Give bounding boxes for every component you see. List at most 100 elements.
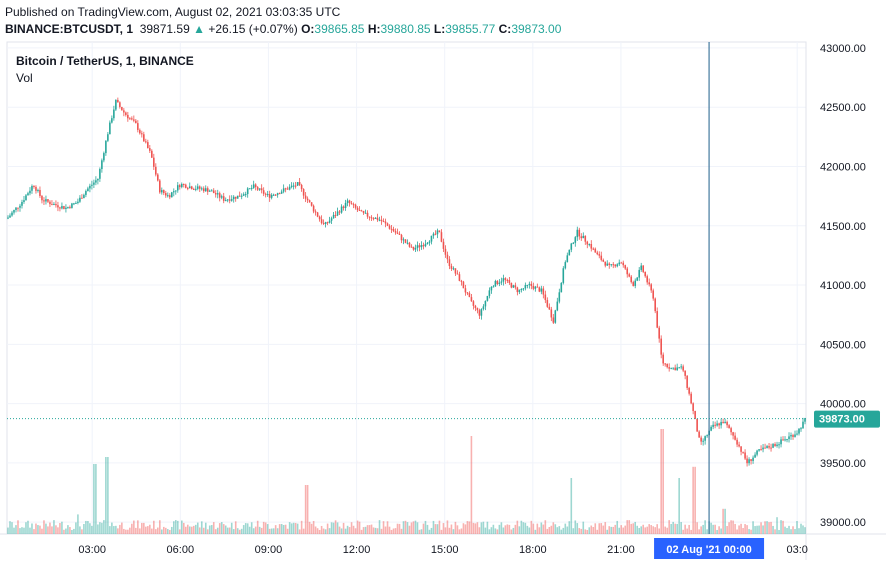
- candle-body: [550, 309, 553, 318]
- candle-body: [35, 186, 37, 191]
- volume-bar: [57, 527, 59, 534]
- volume-bar: [734, 523, 736, 534]
- candle-body: [192, 189, 195, 191]
- volume-bar: [700, 526, 702, 534]
- candle-body: [170, 192, 173, 198]
- volume-bar: [790, 529, 792, 534]
- volume-bar: [184, 526, 187, 534]
- candle-body: [466, 292, 469, 294]
- candle-body: [228, 199, 231, 201]
- candle-body: [560, 282, 563, 293]
- candle-body: [464, 288, 467, 293]
- volume-bar: [474, 523, 477, 534]
- volume-bar: [141, 522, 143, 534]
- candle-body: [25, 195, 27, 201]
- x-tick-label: 15:00: [431, 544, 459, 556]
- candle-body: [628, 274, 631, 277]
- volume-bar: [49, 522, 51, 534]
- volume-bar: [176, 520, 179, 534]
- volume-legend[interactable]: Vol: [16, 71, 33, 85]
- candle-body: [652, 290, 654, 299]
- last-price-badge: [814, 410, 880, 428]
- candle-body: [458, 274, 461, 281]
- candle-body: [548, 306, 551, 310]
- candle-body: [368, 216, 371, 218]
- candle-body: [67, 206, 69, 208]
- volume-bar: [558, 526, 561, 534]
- volume-bar: [518, 526, 521, 534]
- candle-body: [654, 298, 656, 312]
- candle-body: [632, 282, 635, 286]
- volume-bar: [722, 508, 724, 534]
- candle-body: [220, 196, 223, 198]
- candle-body: [744, 452, 746, 459]
- candle-body: [165, 193, 167, 196]
- volume-bar: [674, 523, 676, 534]
- volume-bar: [168, 529, 171, 534]
- candle-body: [794, 434, 796, 437]
- volume-bar: [490, 527, 493, 534]
- candle-body: [276, 193, 279, 195]
- volume-bar: [216, 527, 219, 534]
- volume-bar: [29, 527, 31, 534]
- candle-body: [362, 210, 365, 213]
- volume-bar: [318, 529, 321, 534]
- volume-bar: [762, 525, 764, 534]
- volume-bar: [438, 520, 441, 534]
- volume-bar: [486, 521, 489, 534]
- y-tick-label: 39500.00: [820, 458, 866, 470]
- volume-bar: [406, 522, 409, 534]
- volume-bar: [672, 521, 674, 534]
- candle-body: [260, 188, 263, 191]
- candle-body: [684, 370, 686, 376]
- volume-bar: [788, 525, 790, 534]
- volume-bar: [460, 528, 463, 534]
- volume-bar: [69, 527, 71, 534]
- volume-bar: [506, 524, 509, 534]
- volume-bar: [588, 527, 591, 534]
- volume-bar: [408, 525, 411, 534]
- candle-body: [496, 280, 499, 284]
- candle-body: [314, 211, 317, 213]
- candle-body: [700, 437, 702, 442]
- candle-body: [210, 190, 213, 192]
- candle-body: [754, 454, 756, 458]
- volume-bar: [646, 526, 648, 534]
- candle-body: [562, 268, 565, 283]
- volume-bar: [294, 522, 297, 534]
- candle-body: [166, 195, 169, 197]
- candle-body: [332, 214, 335, 219]
- candle-body: [640, 265, 643, 270]
- candle-body: [294, 185, 297, 187]
- chart-legend-title[interactable]: Bitcoin / TetherUS, 1, BINANCE: [16, 54, 194, 68]
- candle-body: [664, 363, 666, 365]
- candle-body: [268, 194, 271, 198]
- volume-bar: [15, 525, 17, 534]
- candle-body: [760, 449, 762, 451]
- candle-body: [358, 210, 361, 212]
- candle-body: [784, 439, 786, 441]
- candle-body: [334, 214, 337, 216]
- open-value: 39865.85: [314, 22, 365, 36]
- candle-body: [348, 200, 351, 204]
- volume-bar: [342, 522, 345, 534]
- volume-bar: [63, 529, 65, 534]
- volume-bar: [192, 525, 195, 534]
- volume-bar: [81, 529, 83, 534]
- volume-bar: [540, 522, 543, 534]
- candle-body: [394, 231, 397, 233]
- volume-bar: [103, 520, 105, 534]
- volume-bar: [316, 528, 319, 534]
- candle-body: [558, 292, 561, 302]
- volume-bar: [71, 529, 73, 534]
- volume-bar: [772, 525, 774, 534]
- volume-bar: [602, 525, 605, 534]
- candle-body: [596, 252, 599, 255]
- candle-body: [350, 203, 353, 205]
- candle-body: [270, 194, 273, 198]
- candle-body: [290, 185, 293, 187]
- volume-bar: [262, 521, 265, 534]
- candle-body: [762, 447, 764, 450]
- candle-body: [452, 268, 455, 270]
